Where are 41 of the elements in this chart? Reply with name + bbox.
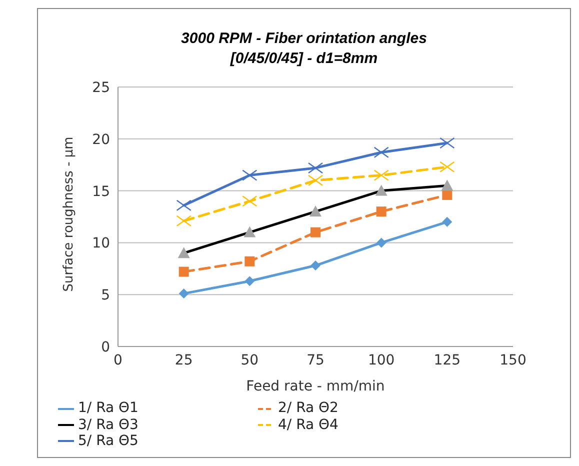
point xyxy=(440,137,455,149)
point xyxy=(442,190,452,200)
point xyxy=(310,260,320,271)
point xyxy=(374,146,389,158)
legend-label: 4/ Ra Θ4 xyxy=(278,416,340,433)
point xyxy=(442,216,452,227)
y-axis-title: Surface roughness - µm xyxy=(62,136,77,292)
chart-title: 3000 RPM - Fiber orintation angles [0/45/0/45] - d1=8mm xyxy=(180,29,428,69)
legend-label: 2/ Ra Θ2 xyxy=(278,400,340,416)
y-tick-label: 25 xyxy=(92,80,110,96)
point xyxy=(244,276,255,286)
point xyxy=(376,238,386,248)
y-tick-label: 15 xyxy=(92,184,110,200)
x-tick-label: 125 xyxy=(434,352,461,368)
point xyxy=(374,170,389,181)
legend-label: 5/ Ra Θ5 xyxy=(78,432,140,449)
point xyxy=(178,266,189,277)
legend-label: 1/ Ra Θ1 xyxy=(78,400,140,416)
y-tick-label: 20 xyxy=(92,132,110,148)
point xyxy=(242,196,258,207)
y-tick-label: 5 xyxy=(101,288,110,304)
point xyxy=(440,161,455,173)
point xyxy=(178,288,189,299)
x-tick-label: 50 xyxy=(240,352,259,368)
point xyxy=(176,215,192,226)
x-tick-label: 100 xyxy=(368,352,395,368)
point xyxy=(308,162,324,174)
point xyxy=(310,227,320,238)
x-tick-label: 0 xyxy=(114,352,122,368)
point xyxy=(176,200,192,211)
point xyxy=(308,174,324,186)
x-tick-label: 75 xyxy=(306,352,324,368)
legend-label: 3/ Ra Θ3 xyxy=(78,416,140,433)
y-tick-label: 10 xyxy=(92,236,110,252)
x-axis-title: Feed rate - mm/min xyxy=(246,378,385,394)
point xyxy=(242,170,258,181)
x-tick-label: 25 xyxy=(174,352,193,368)
point xyxy=(244,256,255,266)
point xyxy=(376,206,386,217)
x-tick-label: 150 xyxy=(500,352,526,368)
y-tick-label: 0 xyxy=(101,339,110,356)
